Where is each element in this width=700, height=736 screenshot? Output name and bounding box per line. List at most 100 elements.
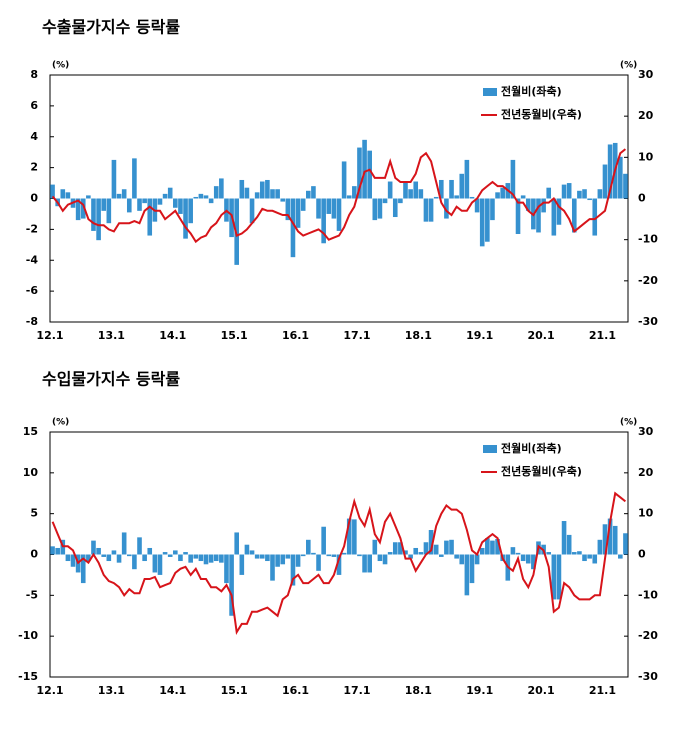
bar <box>602 524 608 555</box>
bar <box>249 198 255 224</box>
x-tick-label: 15.1 <box>221 684 248 697</box>
x-tick-label: 13.1 <box>98 329 125 342</box>
bar <box>510 159 516 199</box>
line <box>51 148 627 244</box>
y2-tick-label: 0 <box>638 192 646 205</box>
bar <box>561 184 567 199</box>
bar <box>275 554 280 567</box>
y2-tick-label: -30 <box>638 670 658 683</box>
bar <box>571 552 577 555</box>
x-tick-label: 16.1 <box>282 329 309 342</box>
x-tick-label: 14.1 <box>159 684 186 697</box>
x-tick-label: 17.1 <box>343 684 370 697</box>
bar <box>239 554 245 575</box>
bar <box>321 526 326 555</box>
x-tick-label: 21.1 <box>589 329 616 342</box>
bar <box>193 554 199 559</box>
y2-tick-label: 0 <box>638 548 646 561</box>
y-tick-label: -8 <box>26 315 38 328</box>
bar <box>157 554 163 575</box>
bar <box>203 195 209 199</box>
bar <box>525 198 531 211</box>
bar <box>398 198 403 204</box>
bar <box>428 198 434 222</box>
bar <box>111 159 117 199</box>
bar <box>270 189 275 199</box>
bar <box>259 554 265 559</box>
bar <box>326 198 332 214</box>
y2-tick-label: 20 <box>638 466 654 479</box>
bar <box>561 521 567 555</box>
bar <box>116 193 122 199</box>
bar <box>618 156 623 199</box>
bar <box>592 198 598 236</box>
bar <box>479 198 485 247</box>
bar <box>111 550 117 555</box>
bar <box>357 147 362 199</box>
bar <box>311 552 316 555</box>
bar <box>438 554 444 557</box>
bar <box>137 537 142 555</box>
bar <box>142 198 147 204</box>
bar <box>341 161 347 199</box>
bar <box>121 189 127 199</box>
y2-tick-label: 20 <box>638 109 654 122</box>
bar <box>403 181 408 199</box>
bar <box>490 540 495 555</box>
bar <box>316 198 321 219</box>
bar <box>106 198 112 224</box>
bar <box>408 189 413 199</box>
y2-unit-label: (%) <box>620 418 637 428</box>
bar <box>541 198 546 213</box>
bar <box>403 550 408 555</box>
bar <box>623 173 628 199</box>
legend-label: 전년동월비(우축) <box>501 464 582 478</box>
bar <box>459 173 465 199</box>
bar <box>208 198 214 204</box>
bar <box>582 554 587 562</box>
y-tick-label: 10 <box>23 466 39 479</box>
bar <box>75 198 81 221</box>
chart-title: 수입물가지수 등락률 <box>42 370 180 389</box>
bar <box>469 554 475 584</box>
y2-tick-label: 10 <box>638 507 654 520</box>
bar <box>280 198 286 202</box>
bar <box>551 198 557 236</box>
bar <box>520 195 526 199</box>
bar <box>137 198 142 211</box>
bar <box>474 198 480 213</box>
y-tick-label: -15 <box>18 670 38 683</box>
bar <box>495 538 500 555</box>
bar <box>362 139 367 199</box>
bar <box>520 554 526 562</box>
bar <box>336 198 342 231</box>
bar <box>265 179 270 199</box>
bar <box>515 198 521 235</box>
bar <box>188 554 193 563</box>
x-tick-label: 18.1 <box>405 684 432 697</box>
y2-tick-label: -20 <box>638 629 658 642</box>
bar <box>254 192 260 199</box>
legend-label: 전월비(좌축) <box>501 441 562 455</box>
y-tick-label: 5 <box>30 507 38 520</box>
bar <box>618 554 623 559</box>
bar <box>490 198 495 221</box>
bar <box>198 554 204 562</box>
legend-swatch <box>483 88 497 96</box>
bar <box>454 195 459 199</box>
y-tick-label: -2 <box>26 222 38 235</box>
bar <box>270 554 275 581</box>
bar <box>607 144 613 199</box>
bar <box>167 554 173 557</box>
bar <box>346 518 352 555</box>
bar <box>152 554 158 573</box>
bar <box>377 198 383 219</box>
bar <box>55 547 60 555</box>
x-tick-label: 19.1 <box>466 684 493 697</box>
bar <box>259 181 265 199</box>
bar <box>423 542 429 555</box>
bar <box>285 198 291 221</box>
bar <box>464 159 470 199</box>
bar <box>229 554 234 616</box>
bar <box>121 532 127 555</box>
